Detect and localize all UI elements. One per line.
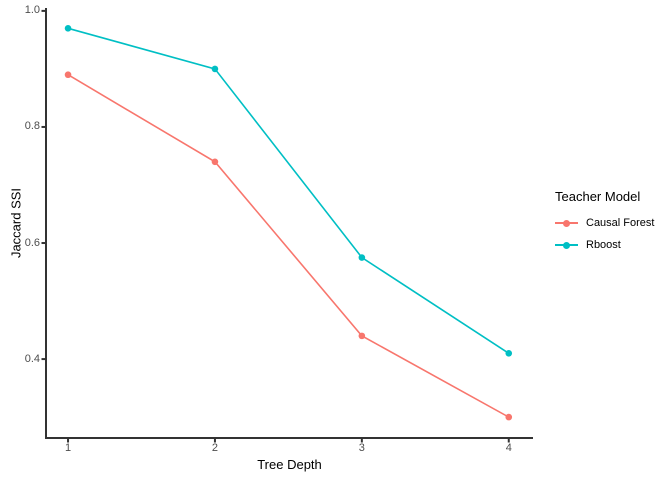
x-tick-label: 1 — [64, 442, 72, 454]
data-point-rboost — [505, 349, 513, 357]
data-point-causal-forest — [64, 71, 72, 79]
data-point-rboost — [358, 254, 366, 261]
legend-title: Teacher Model — [555, 189, 641, 204]
legend-key-icon — [555, 234, 578, 256]
data-point-causal-forest — [211, 158, 219, 166]
series-line-causal-forest — [67, 74, 510, 418]
legend-items: Causal Forest Rboost — [555, 212, 654, 256]
legend-item-label: Causal Forest — [586, 217, 655, 229]
y-tick-label: 0.6 — [24, 236, 40, 249]
x-tick-label: 3 — [358, 442, 365, 454]
legend: Teacher Model Causal Forest Rboost — [555, 188, 654, 256]
y-axis-title: Jaccard SSI — [8, 187, 24, 259]
legend-key-icon — [555, 212, 578, 234]
legend-item-label: Rboost — [586, 239, 621, 251]
data-point-causal-forest — [505, 413, 513, 421]
x-axis-title: Tree Depth — [257, 457, 322, 472]
y-tick-label: 0.8 — [24, 120, 40, 133]
legend-item-causal-forest: Causal Forest — [555, 212, 654, 234]
data-point-causal-forest — [358, 332, 366, 340]
x-tick-label: 4 — [505, 442, 512, 454]
data-point-rboost — [64, 25, 72, 32]
y-tick-label: 1.0 — [24, 4, 40, 17]
legend-item-rboost: Rboost — [555, 234, 654, 256]
data-point-rboost — [211, 65, 219, 73]
y-tick-label: 0.4 — [24, 352, 40, 365]
series-line-rboost — [67, 27, 510, 354]
x-tick-label: 2 — [211, 442, 218, 454]
